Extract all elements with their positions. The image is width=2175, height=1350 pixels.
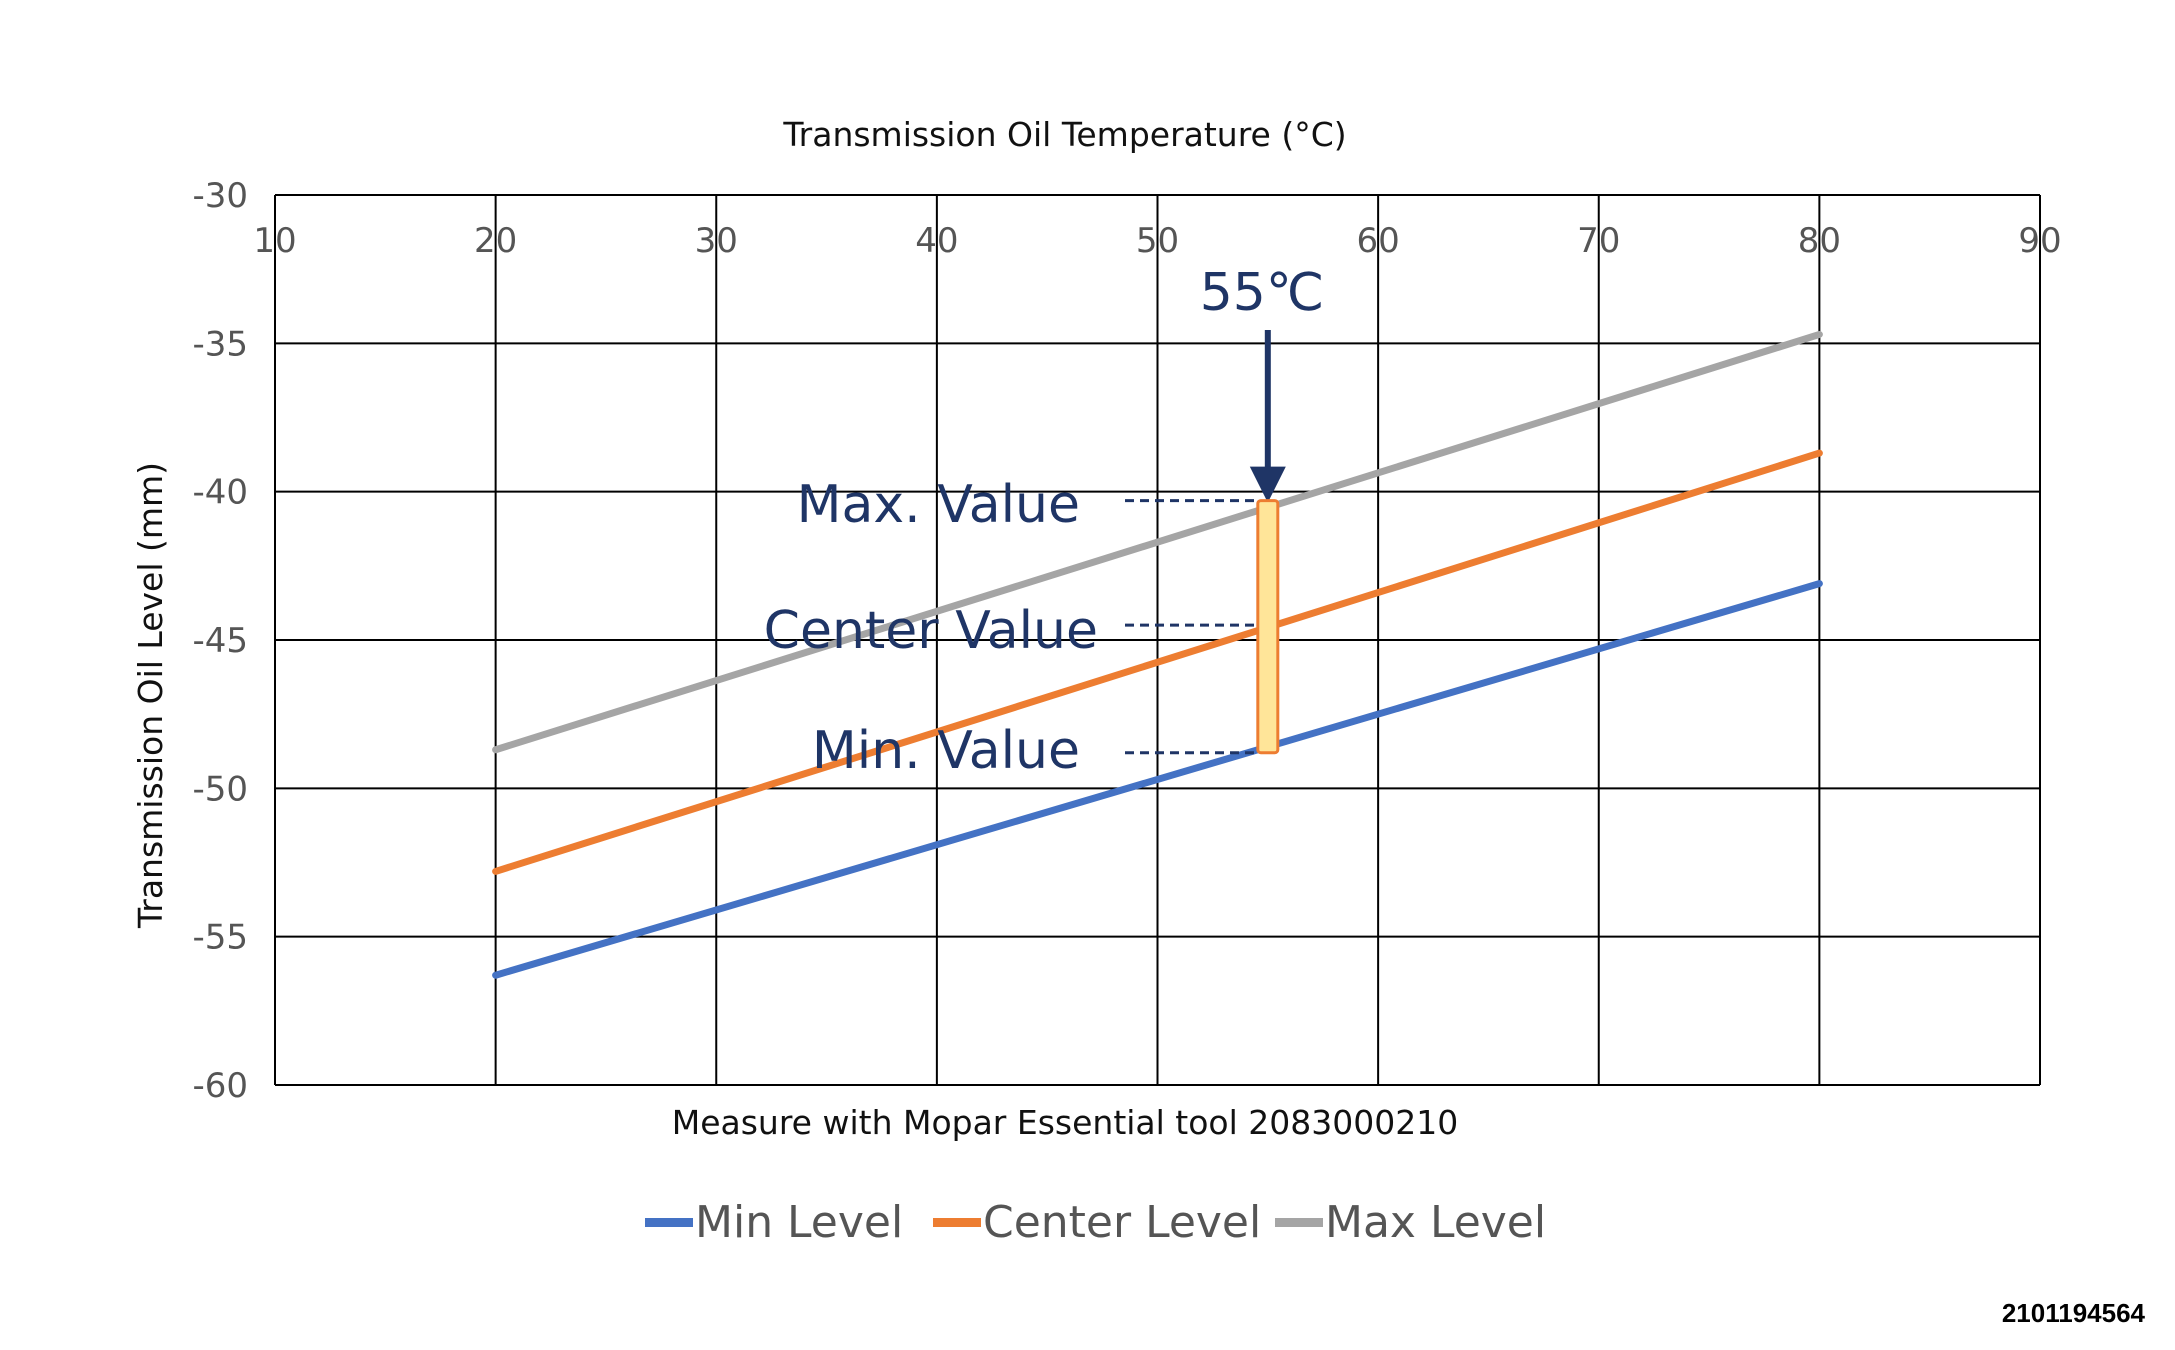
series-line-max-level: [492, 330, 1823, 754]
x-tick-label: 60: [1356, 221, 1399, 261]
footnote: Measure with Mopar Essential tool 208300…: [672, 1103, 1459, 1142]
x-tick-label: 50: [1136, 221, 1179, 261]
y-axis-ticks: -30 -35 -40 -45 -50 -55 -60: [192, 176, 248, 1106]
x-tick-label: 30: [695, 221, 738, 261]
x-axis-ticks: 10 20 30 40 50 60 70 80 90: [253, 221, 2061, 261]
y-tick-label: -30: [192, 176, 248, 216]
marker-arrow-head: [1249, 466, 1286, 503]
series-lines: [492, 330, 1823, 979]
x-tick-label: 20: [474, 221, 517, 261]
range-bar: [1256, 499, 1280, 755]
y-tick-label: -60: [192, 1066, 248, 1106]
y-tick-label: -35: [192, 324, 248, 364]
legend-swatch-min-level: [645, 1218, 693, 1227]
x-tick-label: 40: [915, 221, 958, 261]
max-value-label: Max. Value: [797, 475, 1080, 535]
min-value-label: Min. Value: [812, 721, 1080, 781]
legend-swatch-center-level: [933, 1218, 981, 1227]
x-tick-label: 10: [253, 221, 296, 261]
y-tick-label: -50: [192, 769, 248, 809]
x-tick-label: 90: [2018, 221, 2061, 261]
annotations: 55℃ Max. Value Center Value Min. Value: [764, 263, 1325, 781]
x-tick-label: 70: [1577, 221, 1620, 261]
y-axis-label: Transmission Oil Level (mm): [131, 462, 170, 929]
legend: Min Level Center Level Max Level: [645, 1197, 1546, 1248]
legend-label-center-level: Center Level: [983, 1197, 1261, 1248]
x-tick-label: 80: [1798, 221, 1841, 261]
legend-label-max-level: Max Level: [1325, 1197, 1546, 1248]
y-tick-label: -40: [192, 473, 248, 513]
y-tick-label: -45: [192, 621, 248, 661]
chart-title: Transmission Oil Temperature (°C): [782, 115, 1346, 154]
y-tick-label: -55: [192, 918, 248, 958]
temperature-marker-label: 55℃: [1200, 263, 1325, 323]
legend-label-min-level: Min Level: [695, 1197, 903, 1248]
grid: [274, 194, 2041, 1086]
center-value-label: Center Value: [764, 601, 1098, 661]
series-line-min-level: [492, 580, 1823, 979]
figure-id: 2101194564: [2002, 1298, 2146, 1328]
series-line-center-level: [492, 449, 1823, 875]
legend-swatch-max-level: [1275, 1218, 1323, 1227]
